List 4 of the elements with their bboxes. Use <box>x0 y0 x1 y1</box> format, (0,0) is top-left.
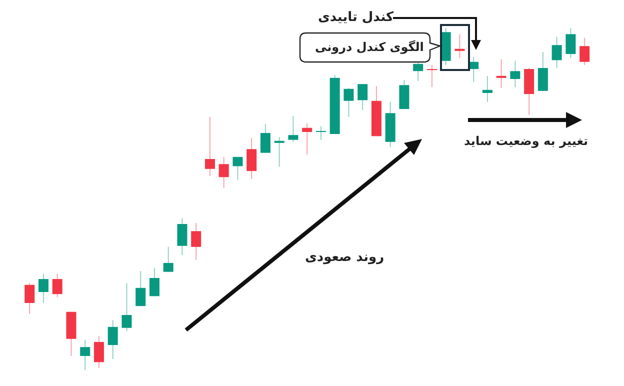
text: کندل تاییدی <box>318 10 394 25</box>
annotation: تغییر به وضعیت ساید <box>464 134 588 148</box>
annotation: الگوی کندل درونی <box>315 40 424 54</box>
annotation: روند صعودی <box>305 250 384 265</box>
